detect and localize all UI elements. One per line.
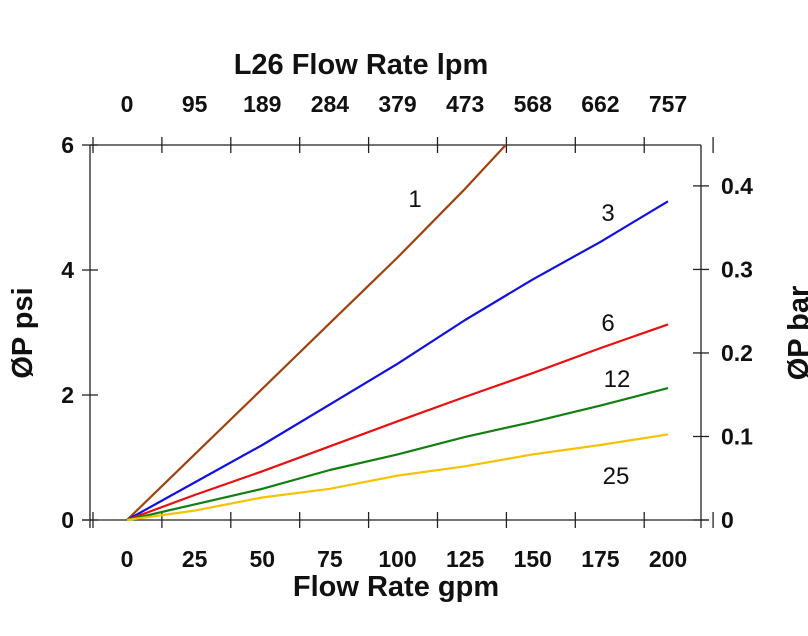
x-axis-label: Flow Rate gpm — [293, 571, 499, 603]
x2-tick-label: 284 — [311, 91, 350, 117]
x2-tick-label: 662 — [581, 91, 619, 117]
y-tick-label: 6 — [61, 132, 74, 158]
series-labels: 1 3 6 12 25 — [408, 186, 630, 490]
y-tick-label: 2 — [61, 382, 74, 408]
y2-tick-label: 0.4 — [721, 173, 753, 199]
y2-tick-label: 0.1 — [721, 423, 753, 449]
series-lines — [126, 144, 669, 522]
y-tick-label: 4 — [61, 257, 74, 283]
x2-tick-label: 473 — [446, 91, 484, 117]
x-tick-label: 150 — [514, 546, 552, 572]
x2-tick-label: 189 — [243, 91, 281, 117]
x2-tick-label: 379 — [378, 91, 416, 117]
x2-tick-label: 568 — [514, 91, 553, 117]
x-tick-label: 200 — [649, 546, 687, 572]
y2-tick-label: 0 — [721, 507, 734, 533]
series-label-12: 12 — [604, 366, 631, 393]
y2-axis-label: ØP bar — [783, 286, 808, 381]
series-line-3 — [126, 200, 669, 521]
series-label-6: 6 — [601, 310, 614, 337]
y-axis-label: ØP psi — [7, 287, 39, 378]
y2-tick-label: 0.3 — [721, 256, 753, 282]
x-tick-label: 175 — [581, 546, 620, 572]
y2-tick-label: 0.2 — [721, 340, 753, 366]
x-tick-label: 0 — [121, 546, 134, 572]
series-line-1 — [126, 144, 507, 521]
x2-tick-label: 757 — [649, 91, 687, 117]
x-tick-label: 125 — [446, 546, 485, 572]
series-label-3: 3 — [601, 200, 614, 227]
x2-tick-label: 0 — [121, 91, 134, 117]
y-tick-label: 0 — [61, 507, 74, 533]
x2-tick-label: 95 — [182, 91, 208, 117]
chart-title: L26 Flow Rate lpm — [234, 49, 489, 81]
x-tick-label: 50 — [249, 546, 275, 572]
series-line-25 — [126, 433, 669, 522]
x-tick-label: 100 — [378, 546, 416, 572]
series-line-12 — [126, 387, 669, 522]
series-label-25: 25 — [603, 463, 630, 490]
series-label-1: 1 — [408, 186, 421, 213]
series-line-6 — [126, 323, 669, 522]
x-tick-label: 25 — [182, 546, 208, 572]
x-tick-label: 75 — [317, 546, 343, 572]
